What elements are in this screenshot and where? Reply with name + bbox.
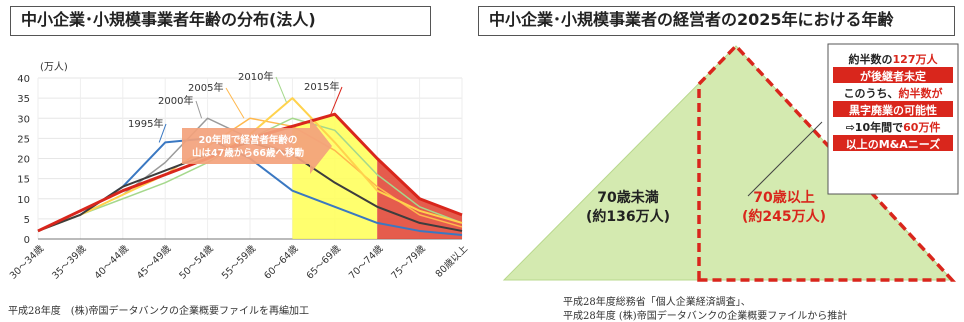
y-tick-label: 25 bbox=[17, 134, 30, 145]
callout-line: このうち、約半数が bbox=[844, 86, 943, 100]
x-tick-label: 60～64歳 bbox=[261, 242, 300, 281]
callout-segment: このうち、 bbox=[844, 87, 899, 100]
shift-arrow-label: 20年間で経営者年齢の bbox=[199, 134, 298, 146]
left-chart-title: 中小企業･小規模事業者年齢の分布(法人) bbox=[10, 6, 431, 36]
y-tick-label: 15 bbox=[17, 175, 30, 186]
series-label: 2010年 bbox=[238, 70, 273, 83]
series-label-pointer bbox=[275, 76, 287, 103]
left-source-note: 平成28年度 (株)帝国データバンクの企業概要ファイルを再編加工 bbox=[8, 306, 310, 317]
callout-segment: 60万件 bbox=[903, 120, 940, 134]
x-tick-label: 45～49歳 bbox=[134, 242, 173, 281]
under-70-label: (約136万人) bbox=[586, 208, 670, 225]
right-source-line-1: 平成28年度総務省「個人企業経済調査」、 bbox=[563, 297, 751, 308]
right-chart-title: 中小企業･小規模事業者の経営者の2025年における年齢 bbox=[478, 6, 955, 36]
over-70-label: (約245万人) bbox=[742, 208, 826, 225]
y-tick-label: 30 bbox=[17, 114, 30, 125]
y-tick-label: 0 bbox=[24, 235, 30, 246]
callout-segment: 127万人 bbox=[893, 52, 939, 66]
callout-box bbox=[827, 43, 959, 195]
series-label: 2000年 bbox=[158, 94, 193, 107]
x-tick-label: 30～34歳 bbox=[7, 242, 46, 281]
over-70-dashed-region bbox=[697, 43, 956, 282]
y-tick-label: 35 bbox=[17, 94, 30, 105]
age-distribution-line-chart: 0 5 10 15 20 25 30 35 40 (万人) 20年間で経営者年齢の山は47歳から66… bbox=[7, 61, 470, 282]
under-70-label: 70歳未満 bbox=[597, 189, 658, 206]
series-label: 2005年 bbox=[188, 81, 223, 94]
x-tick-label: 35～39歳 bbox=[49, 242, 88, 281]
callout-highlight bbox=[833, 135, 953, 151]
callout-line: 約半数の127万人 bbox=[849, 52, 939, 66]
y-tick-label: 20 bbox=[17, 155, 30, 166]
x-tick-label: 80歳以上 bbox=[433, 242, 470, 280]
right-source-line-2: 平成28年度 (株)帝国データバンクの企業概要ファイルから推計 bbox=[563, 311, 848, 322]
y-unit-label: (万人) bbox=[40, 61, 68, 73]
series-label: 1995年 bbox=[128, 117, 163, 130]
callout-line: 以上のM&Aニーズ bbox=[846, 137, 941, 151]
y-tick-label: 10 bbox=[17, 195, 30, 206]
callout-segment: 約半数が bbox=[899, 86, 943, 100]
x-tick-label: 65～69歳 bbox=[304, 242, 343, 281]
callout-pointer bbox=[747, 121, 823, 197]
series-label-pointer bbox=[330, 86, 343, 115]
callout-segment: ⇨10年間で bbox=[846, 120, 904, 134]
series-label-pointer bbox=[195, 100, 203, 119]
callout-line: が後継者未定 bbox=[860, 69, 926, 83]
callout-highlight bbox=[833, 67, 953, 83]
x-tick-label: 40～44歳 bbox=[92, 242, 131, 281]
over-70-label: 70歳以上 bbox=[753, 189, 814, 206]
callout-highlight bbox=[833, 101, 953, 117]
callout-line: ⇨10年間で60万件 bbox=[846, 120, 941, 134]
x-tick-label: 50～54歳 bbox=[177, 242, 216, 281]
callout-line: 黒字廃業の可能性 bbox=[849, 103, 937, 117]
shift-arrow-label: 山は47歳から66歳へ移動 bbox=[192, 147, 304, 159]
age-2025-triangle-diagram: 70歳未満(約136万人)70歳以上(約245万人)約半数の127万人が後継者未… bbox=[502, 43, 959, 282]
x-tick-label: 75～79歳 bbox=[389, 242, 428, 281]
shift-arrow bbox=[182, 118, 332, 174]
callout-segment: 黒字廃業の可能性 bbox=[849, 103, 937, 117]
y-tick-label: 5 bbox=[24, 215, 30, 226]
x-tick-label: 55～59歳 bbox=[219, 242, 258, 281]
series-label-pointer bbox=[225, 87, 245, 119]
callout-segment: 約半数の bbox=[849, 52, 893, 66]
x-tick-label: 70～74歳 bbox=[346, 242, 385, 281]
callout-segment: が後継者未定 bbox=[860, 69, 926, 83]
y-tick-label: 40 bbox=[17, 74, 30, 85]
series-label-pointer bbox=[158, 123, 167, 143]
callout-segment: 以上のM&Aニーズ bbox=[846, 137, 941, 151]
series-label: 2015年 bbox=[304, 80, 339, 93]
